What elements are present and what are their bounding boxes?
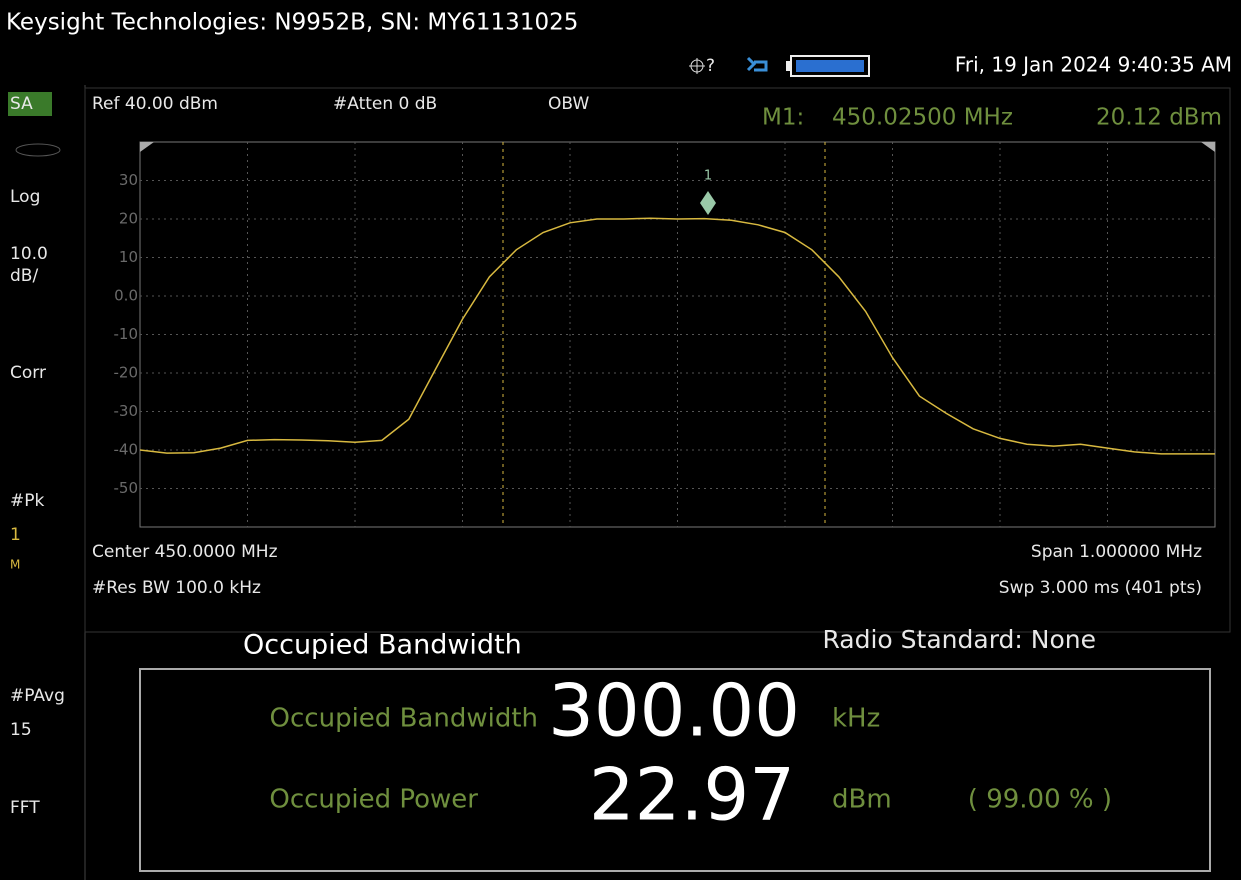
marker-label: 1 [704,169,712,184]
y-tick-label: -40 [114,441,139,459]
marker-level: 20.12 dBm [1096,105,1222,131]
side-label: SA [10,94,33,114]
datetime: Fri, 19 Jan 2024 9:40:35 AM [955,53,1232,77]
side-label: #Pk [10,491,44,511]
y-tick-label: -10 [114,325,139,343]
crosshair-icon [689,58,705,74]
meas-unit: kHz [832,704,880,734]
meas-mode: OBW [548,94,589,114]
y-tick-label: -50 [114,479,139,497]
center-freq: Center 450.0000 MHz [92,542,278,562]
side-label: dB/ [10,266,38,286]
side-label: 1 [10,525,21,545]
trace-panel [84,87,1231,633]
meas-value: 300.00 [548,669,800,753]
res-bw: #Res BW 100.0 kHz [92,578,261,598]
meas-value: 22.97 [589,753,795,837]
y-tick-label: 20 [119,210,138,228]
marker-name: M1: [762,105,804,131]
side-label: 10.0 [10,244,48,264]
meas-extra: ( 99.00 % ) [968,785,1112,815]
network-icon [746,56,768,72]
window-title: Keysight Technologies: N9952B, SN: MY611… [6,10,578,36]
side-label: Corr [10,363,46,383]
attenuation: #Atten 0 dB [333,94,437,114]
marker-freq: 450.02500 MHz [832,105,1013,131]
side-label: 15 [10,720,32,740]
side-label: #PAvg [10,686,65,706]
meas-label: Occupied Power [269,785,478,815]
side-icon [15,143,61,157]
grid [140,142,1215,527]
meas-unit: dBm [832,785,892,815]
marker [700,191,716,215]
side-label: FFT [10,798,40,818]
side-label: Log [10,187,40,207]
sweep: Swp 3.000 ms (401 pts) [999,578,1202,598]
meas-label: Occupied Bandwidth [270,704,538,734]
mode-badge [8,92,52,116]
trace [139,217,1215,455]
y-tick-label: 0.0 [114,287,138,305]
help-icon: ? [706,56,715,76]
radio-standard: Radio Standard: None [822,625,1096,654]
y-tick-label: 30 [119,171,138,189]
y-tick-label: -30 [114,402,139,420]
side-label: M [10,558,20,572]
y-tick-label: 10 [119,248,138,266]
meas-box [139,668,1211,872]
y-tick-label: -20 [114,364,139,382]
span: Span 1.000000 MHz [1031,542,1202,562]
meas-title: Occupied Bandwidth [243,630,522,661]
ref-level: Ref 40.00 dBm [92,94,218,114]
battery-icon [786,55,870,77]
